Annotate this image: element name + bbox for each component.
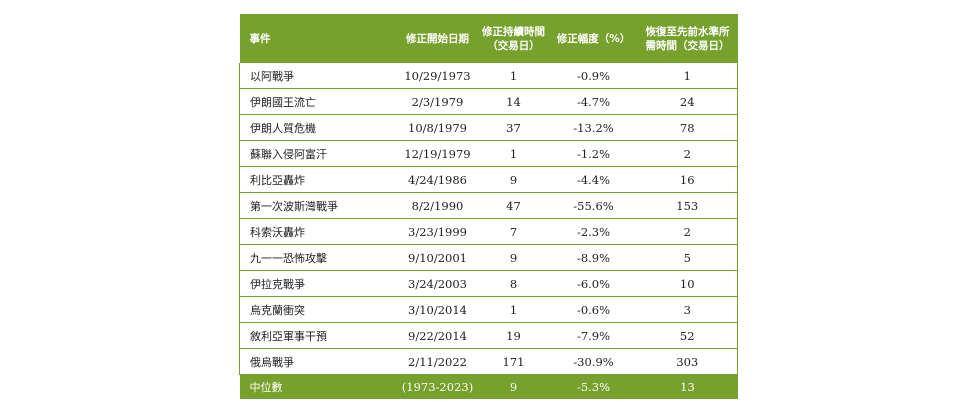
table-row: 敘利亞軍事干預 9/22/2014 19 -7.9% 52 bbox=[239, 322, 738, 349]
table-header: 事件 修正開始日期 修正持續時間 （交易日） 修正幅度（%） 恢復至先前水準所 … bbox=[239, 14, 738, 63]
median-duration: 9 bbox=[509, 379, 518, 394]
header-recovery: 恢復至先前水準所 需時間（交易日） bbox=[645, 25, 730, 52]
start-date-cell: 9/10/2001 bbox=[397, 244, 478, 271]
event-name-cell: 烏克蘭衝突 bbox=[239, 296, 398, 323]
recovery-days-cell: 2 bbox=[637, 140, 738, 167]
table-row: 第一次波斯灣戰爭 8/2/1990 47 -55.6% 153 bbox=[239, 192, 738, 219]
event-name-cell: 科索沃轟炸 bbox=[239, 218, 398, 245]
event-name-cell: 俄烏戰爭 bbox=[239, 348, 398, 375]
table-row: 科索沃轟炸 3/23/1999 7 -2.3% 2 bbox=[239, 218, 738, 245]
magnitude-cell: -0.9% bbox=[549, 63, 638, 89]
start-date-cell: 9/22/2014 bbox=[397, 322, 478, 349]
table-row: 伊朗人質危機 10/8/1979 37 -13.2% 78 bbox=[239, 114, 738, 141]
magnitude-cell: -7.9% bbox=[549, 322, 638, 349]
table-row: 九一一恐怖攻擊 9/10/2001 9 -8.9% 5 bbox=[239, 244, 738, 271]
duration-days-cell: 1 bbox=[477, 296, 550, 323]
table-body: 以阿戰爭 10/29/1973 1 -0.9% 1 伊朗國王流亡 2/3/1979 14 -4.… bbox=[239, 63, 738, 375]
start-date-cell: 4/24/1986 bbox=[397, 166, 478, 193]
recovery-days-cell: 303 bbox=[637, 348, 738, 375]
table-row: 伊拉克戰爭 3/24/2003 8 -6.0% 10 bbox=[239, 270, 738, 297]
start-date-cell: 10/8/1979 bbox=[397, 114, 478, 141]
event-name-cell: 第一次波斯灣戰爭 bbox=[239, 192, 398, 219]
duration-days-cell: 1 bbox=[477, 63, 550, 89]
event-name-cell: 伊朗人質危機 bbox=[239, 114, 398, 141]
start-date-cell: 10/29/1973 bbox=[397, 63, 478, 89]
start-date-cell: 3/10/2014 bbox=[397, 296, 478, 323]
header-row: 事件 修正開始日期 修正持續時間 （交易日） 修正幅度（%） 恢復至先前水準所 … bbox=[239, 14, 738, 63]
duration-days-cell: 14 bbox=[477, 88, 550, 115]
median-magnitude: -5.3% bbox=[576, 379, 611, 394]
header-start-date: 修正開始日期 bbox=[406, 32, 469, 45]
median-row: 中位數 (1973-2023) 9 -5.3% 13 bbox=[239, 374, 738, 399]
recovery-days-cell: 10 bbox=[637, 270, 738, 297]
magnitude-cell: -2.3% bbox=[549, 218, 638, 245]
duration-days-cell: 19 bbox=[477, 322, 550, 349]
events-table-container: 事件 修正開始日期 修正持續時間 （交易日） 修正幅度（%） 恢復至先前水準所 … bbox=[239, 14, 738, 399]
median-period: (1973-2023) bbox=[401, 379, 474, 394]
duration-days-cell: 8 bbox=[477, 270, 550, 297]
magnitude-cell: -30.9% bbox=[549, 348, 638, 375]
header-duration: 修正持續時間 （交易日） bbox=[482, 25, 545, 52]
magnitude-cell: -1.2% bbox=[549, 140, 638, 167]
duration-days-cell: 1 bbox=[477, 140, 550, 167]
start-date-cell: 2/11/2022 bbox=[397, 348, 478, 375]
magnitude-cell: -13.2% bbox=[549, 114, 638, 141]
header-magnitude: 修正幅度（%） bbox=[556, 32, 631, 45]
event-name-cell: 敘利亞軍事干預 bbox=[239, 322, 398, 349]
median-label: 中位數 bbox=[249, 380, 283, 394]
start-date-cell: 8/2/1990 bbox=[397, 192, 478, 219]
event-name-cell: 蘇聯入侵阿富汗 bbox=[239, 140, 398, 167]
recovery-days-cell: 24 bbox=[637, 88, 738, 115]
recovery-days-cell: 153 bbox=[637, 192, 738, 219]
start-date-cell: 12/19/1979 bbox=[397, 140, 478, 167]
table-row: 以阿戰爭 10/29/1973 1 -0.9% 1 bbox=[239, 63, 738, 89]
magnitude-cell: -6.0% bbox=[549, 270, 638, 297]
recovery-days-cell: 1 bbox=[637, 63, 738, 89]
start-date-cell: 3/24/2003 bbox=[397, 270, 478, 297]
event-name-cell: 九一一恐怖攻擊 bbox=[239, 244, 398, 271]
recovery-days-cell: 2 bbox=[637, 218, 738, 245]
table-footer: 中位數 (1973-2023) 9 -5.3% 13 bbox=[239, 374, 738, 399]
event-name-cell: 伊朗國王流亡 bbox=[239, 88, 398, 115]
start-date-cell: 2/3/1979 bbox=[397, 88, 478, 115]
duration-days-cell: 171 bbox=[477, 348, 550, 375]
event-name-cell: 伊拉克戰爭 bbox=[239, 270, 398, 297]
magnitude-cell: -4.4% bbox=[549, 166, 638, 193]
duration-days-cell: 9 bbox=[477, 166, 550, 193]
magnitude-cell: -0.6% bbox=[549, 296, 638, 323]
duration-days-cell: 7 bbox=[477, 218, 550, 245]
table-row: 利比亞轟炸 4/24/1986 9 -4.4% 16 bbox=[239, 166, 738, 193]
magnitude-cell: -4.7% bbox=[549, 88, 638, 115]
start-date-cell: 3/23/1999 bbox=[397, 218, 478, 245]
magnitude-cell: -8.9% bbox=[549, 244, 638, 271]
event-name-cell: 以阿戰爭 bbox=[239, 63, 398, 89]
table-row: 俄烏戰爭 2/11/2022 171 -30.9% 303 bbox=[239, 348, 738, 375]
table-row: 烏克蘭衝突 3/10/2014 1 -0.6% 3 bbox=[239, 296, 738, 323]
header-event: 事件 bbox=[249, 32, 271, 45]
table-row: 伊朗國王流亡 2/3/1979 14 -4.7% 24 bbox=[239, 88, 738, 115]
recovery-days-cell: 16 bbox=[637, 166, 738, 193]
recovery-days-cell: 3 bbox=[637, 296, 738, 323]
table-row: 蘇聯入侵阿富汗 12/19/1979 1 -1.2% 2 bbox=[239, 140, 738, 167]
median-recovery: 13 bbox=[680, 379, 695, 394]
duration-days-cell: 47 bbox=[477, 192, 550, 219]
recovery-days-cell: 52 bbox=[637, 322, 738, 349]
recovery-days-cell: 78 bbox=[637, 114, 738, 141]
recovery-days-cell: 5 bbox=[637, 244, 738, 271]
magnitude-cell: -55.6% bbox=[549, 192, 638, 219]
duration-days-cell: 37 bbox=[477, 114, 550, 141]
market-events-table: 事件 修正開始日期 修正持續時間 （交易日） 修正幅度（%） 恢復至先前水準所 … bbox=[239, 14, 738, 399]
duration-days-cell: 9 bbox=[477, 244, 550, 271]
event-name-cell: 利比亞轟炸 bbox=[239, 166, 398, 193]
